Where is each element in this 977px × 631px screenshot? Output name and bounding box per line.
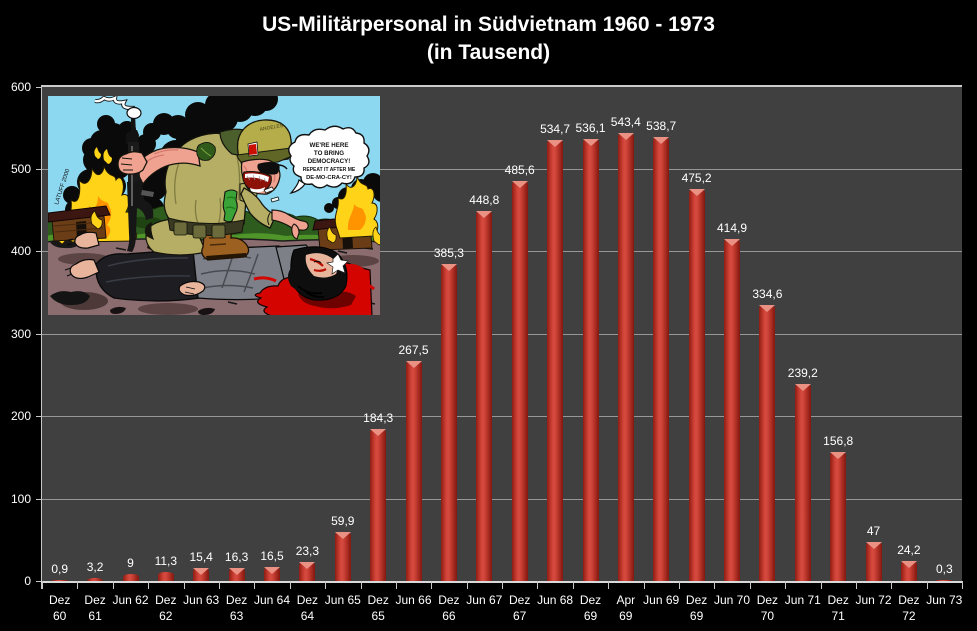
svg-text:DEMOCRACY!: DEMOCRACY!	[308, 158, 351, 165]
svg-text:REPEAT IT AFTER ME: REPEAT IT AFTER ME	[303, 167, 356, 173]
svg-text:TO BRING: TO BRING	[314, 150, 344, 157]
svg-text:WE'RE HERE: WE'RE HERE	[310, 142, 349, 149]
svg-text:DE-MO-CRA-CY!: DE-MO-CRA-CY!	[306, 175, 352, 181]
svg-text:ANGELES: ANGELES	[259, 123, 284, 133]
